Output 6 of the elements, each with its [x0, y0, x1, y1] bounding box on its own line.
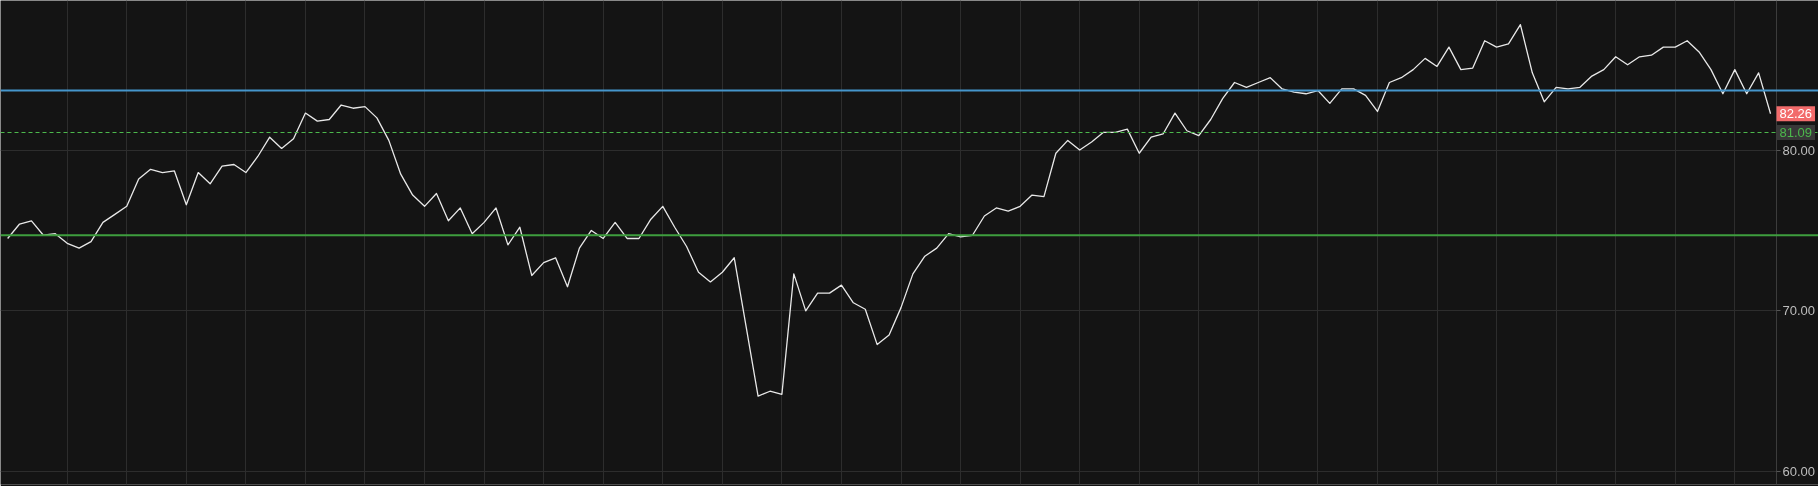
y-tick-label: 60.00	[1782, 464, 1816, 480]
line-series	[7, 23, 1772, 397]
y-tick-label: 80.00	[1782, 142, 1816, 158]
y-tick-label: 70.00	[1782, 303, 1816, 319]
data-label: 82.26	[1779, 106, 1813, 122]
ref-line-label: 81.09	[1779, 125, 1813, 141]
